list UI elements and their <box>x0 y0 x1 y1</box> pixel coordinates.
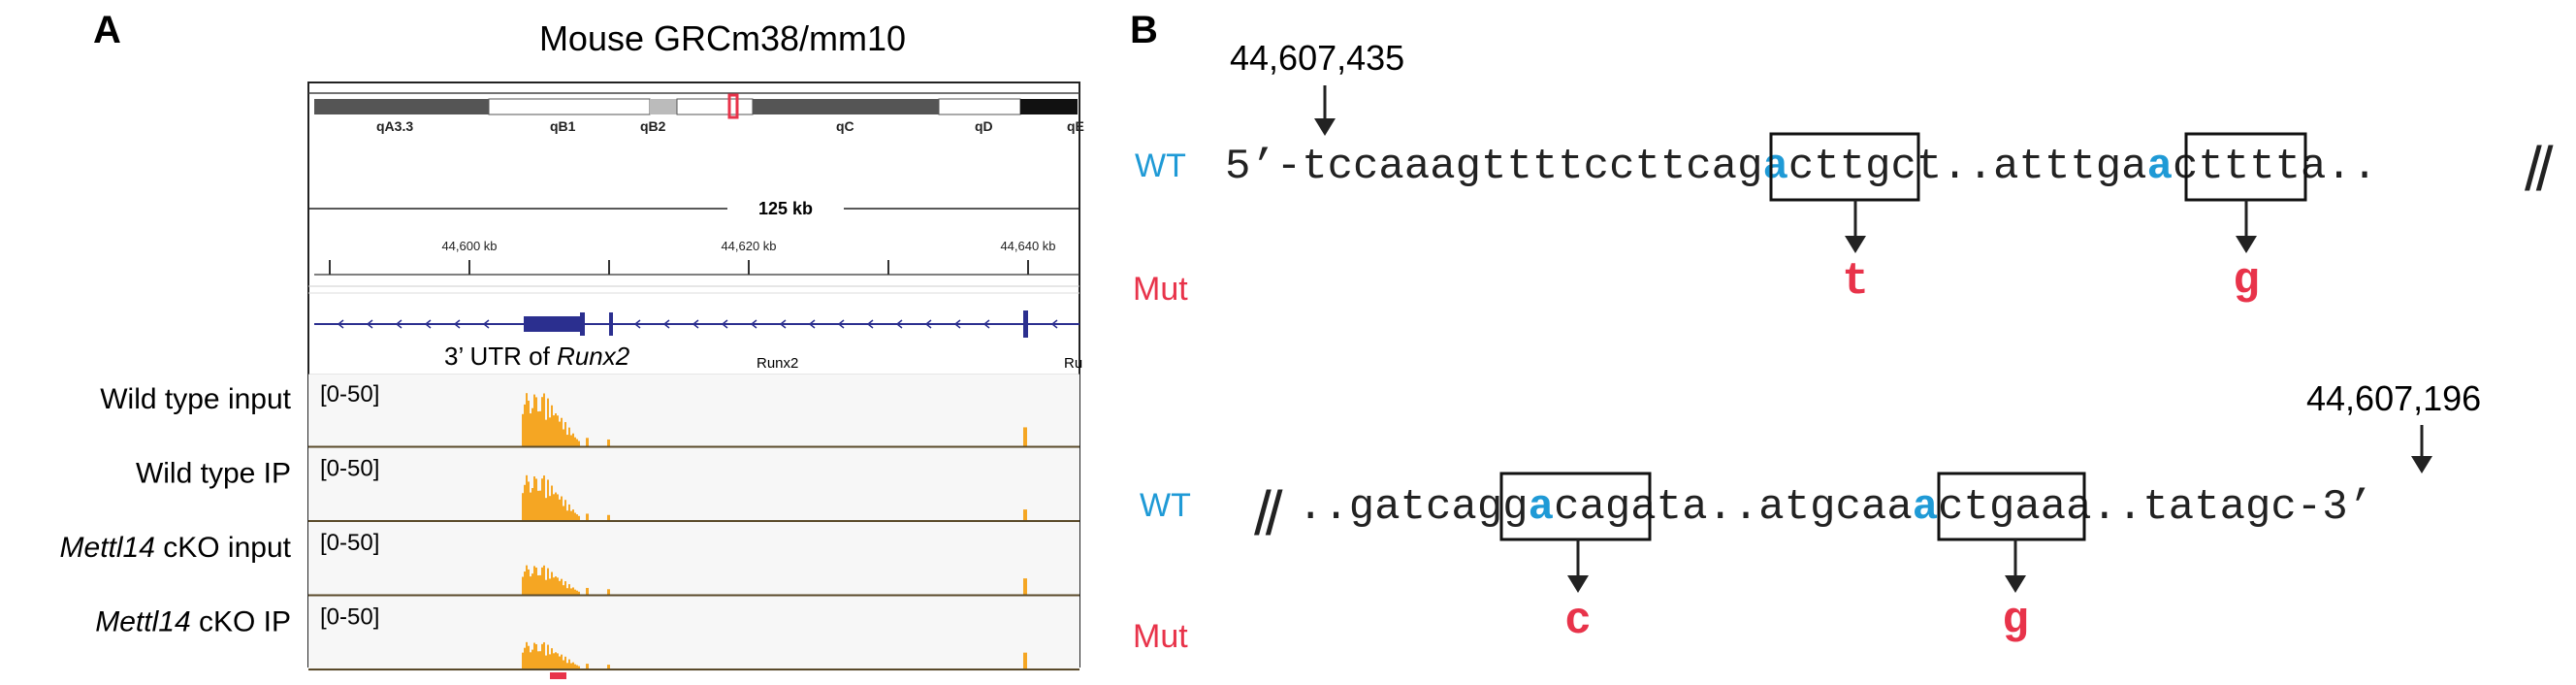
panel-a-label: A <box>93 9 121 51</box>
genome-title: Mouse GRCm38/mm10 <box>539 18 906 58</box>
motif-box <box>1937 472 2086 541</box>
coverage-track: [0-50] Mettl14 cKO IP <box>95 597 1079 671</box>
coverage-track: [0-50] Wild type IP <box>136 448 1079 523</box>
start-coordinate: 44,607,435 <box>1230 38 1404 78</box>
track-range-label: [0-50] <box>320 381 379 408</box>
end-coordinate: 44,607,196 <box>2306 378 2481 418</box>
coverage-track: [0-50] Mettl14 cKO input <box>60 523 1079 598</box>
start-coordinate-arrow <box>1314 85 1336 136</box>
band-label: qC <box>836 118 854 134</box>
mut-label: Mut <box>1133 271 1188 308</box>
track-label: Mettl14 cKO IP <box>95 606 291 638</box>
motif-box <box>1499 472 1652 541</box>
track-label: Wild type IP <box>136 458 291 490</box>
motif-box <box>1769 132 1920 202</box>
utr-region-marker <box>550 672 566 679</box>
wt-sequence-upstream: 5’-tccaaagttttccttcagacttgct..atttgaactt… <box>1225 143 2377 191</box>
mutation-arrow <box>2005 539 2026 593</box>
track-range-label: [0-50] <box>320 456 379 482</box>
track-label: Wild type input <box>100 383 291 415</box>
chromosome-ideogram <box>314 93 1078 119</box>
wt-label: WT <box>1135 147 1186 184</box>
ideogram-highlight-box <box>727 93 739 119</box>
mutation-arrow <box>2236 200 2257 253</box>
track-range-label: [0-50] <box>320 530 379 556</box>
coord-tick-label: 44,640 kb <box>1000 239 1055 253</box>
track-range-label: [0-50] <box>320 604 379 631</box>
wt-sequence-downstream: ..gatcaggacagata..atgcaaactgaaa..tatagc-… <box>1298 483 2373 532</box>
coord-tick-label: 44,600 kb <box>441 239 497 253</box>
runx2-gene-model <box>314 310 1079 338</box>
track-label: Mettl14 cKO input <box>60 532 292 564</box>
mutation-arrow <box>1845 200 1866 253</box>
band-label: qD <box>975 118 993 134</box>
coord-tick-label: 44,620 kb <box>721 239 776 253</box>
sequence-break-mark: // <box>1254 478 1283 548</box>
band-label: qB1 <box>550 118 576 134</box>
wt-label: WT <box>1140 487 1191 524</box>
band-label: qE <box>1067 118 1084 134</box>
band-label: qB2 <box>640 118 666 134</box>
utr-label: 3’ UTR of Runx2 <box>444 342 630 371</box>
mutant-base: c <box>1564 596 1592 646</box>
mutant-base: g <box>2233 256 2260 307</box>
gene-name-label: Ru <box>1064 355 1082 372</box>
band-label: qA3.3 <box>376 118 413 134</box>
end-coordinate-arrow <box>2411 425 2432 473</box>
sequence-break-mark: // <box>2525 134 2554 204</box>
mutant-base: g <box>2002 596 2029 646</box>
mutation-arrow <box>1567 539 1589 593</box>
mut-label: Mut <box>1133 618 1188 655</box>
mutant-base: t <box>1842 256 1869 307</box>
panel-b-label: B <box>1130 9 1158 51</box>
coverage-track: [0-50] Wild type input <box>100 375 1079 449</box>
gene-name-label: Runx2 <box>757 355 798 372</box>
scale-label: 125 kb <box>758 199 813 218</box>
